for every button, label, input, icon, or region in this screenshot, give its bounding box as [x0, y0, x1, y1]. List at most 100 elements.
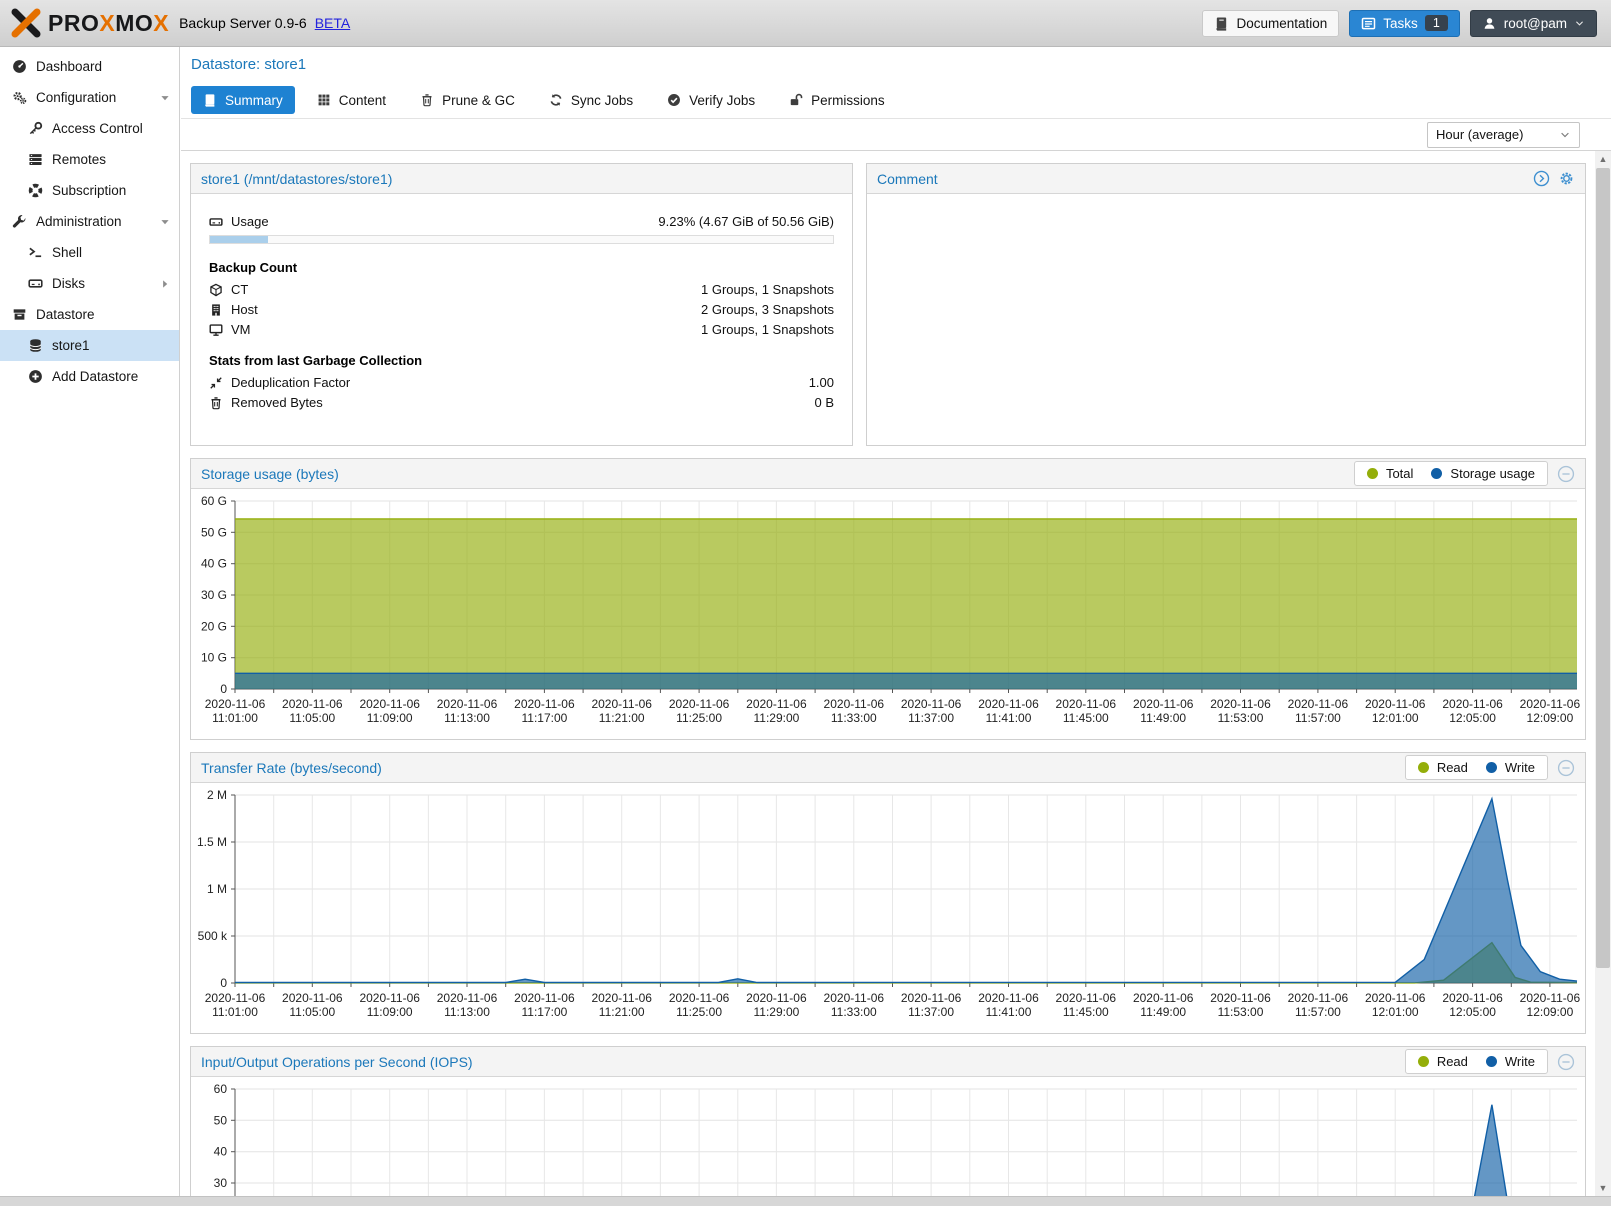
tasks-button[interactable]: Tasks 1: [1349, 9, 1460, 37]
scroll-down-arrow-icon[interactable]: ▼: [1598, 1183, 1608, 1193]
sync-icon: [549, 93, 563, 107]
legend-dot: [1417, 762, 1429, 773]
legend-dot: [1366, 468, 1378, 479]
gc-row-dedup: Deduplication Factor 1.00: [209, 375, 834, 390]
svg-text:11:29:00: 11:29:00: [753, 1005, 799, 1019]
svg-text:2020-11-06: 2020-11-06: [824, 697, 885, 711]
sidebar: Dashboard Configuration Access Control R…: [0, 47, 180, 1196]
brand-text: PROXMOX: [48, 9, 170, 36]
svg-text:11:57:00: 11:57:00: [1295, 1005, 1341, 1019]
chart-legend[interactable]: Total Storage usage: [1353, 461, 1548, 486]
svg-text:2020-11-06: 2020-11-06: [1056, 697, 1117, 711]
tab-permissions[interactable]: Permissions: [777, 86, 897, 114]
svg-text:12:01:00: 12:01:00: [1372, 711, 1419, 725]
svg-text:11:49:00: 11:49:00: [1140, 711, 1186, 725]
legend-item-total: Total: [1366, 466, 1413, 481]
gc-stats-title: Stats from last Garbage Collection: [209, 353, 423, 368]
chart-legend[interactable]: Read Write: [1404, 1049, 1548, 1074]
svg-text:11:05:00: 11:05:00: [289, 1005, 335, 1019]
legend-dot: [1485, 762, 1497, 773]
tab-content[interactable]: Content: [305, 86, 398, 114]
grid-icon: [317, 93, 331, 107]
sidebar-item-store1[interactable]: store1: [0, 330, 179, 361]
horizontal-scrollbar[interactable]: [0, 1196, 1611, 1206]
sidebar-item-shell[interactable]: Shell: [0, 237, 179, 268]
sidebar-item-dashboard[interactable]: Dashboard: [0, 51, 179, 82]
book-icon: [1214, 16, 1229, 31]
tab-verify-jobs[interactable]: Verify Jobs: [655, 86, 767, 114]
app-header: PROXMOX Backup Server 0.9-6 BETA Documen…: [0, 0, 1611, 47]
plus-circle-icon: [28, 369, 43, 384]
svg-text:11:09:00: 11:09:00: [367, 1005, 413, 1019]
sidebar-item-subscription[interactable]: Subscription: [0, 175, 179, 206]
svg-text:2020-11-06: 2020-11-06: [746, 991, 807, 1005]
servers-icon: [28, 152, 43, 167]
sidebar-item-disks[interactable]: Disks: [0, 268, 179, 299]
vertical-scrollbar[interactable]: ▲ ▼: [1595, 151, 1611, 1196]
trash-icon: [209, 396, 223, 410]
svg-text:2020-11-06: 2020-11-06: [669, 697, 730, 711]
svg-text:2020-11-06: 2020-11-06: [1288, 697, 1349, 711]
svg-text:11:13:00: 11:13:00: [444, 1005, 490, 1019]
tab-prune-gc[interactable]: Prune & GC: [408, 86, 527, 114]
main-content: Datastore: store1 Summary Content Prune …: [181, 47, 1611, 1206]
tab-sync-jobs[interactable]: Sync Jobs: [537, 86, 645, 114]
svg-text:11:45:00: 11:45:00: [1063, 1005, 1109, 1019]
gauge-icon: [12, 59, 27, 74]
svg-text:2020-11-06: 2020-11-06: [514, 991, 575, 1005]
svg-text:11:37:00: 11:37:00: [908, 1005, 954, 1019]
svg-text:2020-11-06: 2020-11-06: [282, 991, 343, 1005]
svg-text:30: 30: [214, 1176, 228, 1190]
sidebar-item-remotes[interactable]: Remotes: [0, 144, 179, 175]
svg-text:11:37:00: 11:37:00: [908, 711, 954, 725]
panel-title: Comment: [877, 170, 938, 187]
svg-text:11:17:00: 11:17:00: [521, 1005, 567, 1019]
sidebar-item-configuration[interactable]: Configuration: [0, 82, 179, 113]
expand-arrow-icon[interactable]: [159, 278, 171, 290]
scroll-up-arrow-icon[interactable]: ▲: [1598, 154, 1608, 164]
sidebar-item-datastore[interactable]: Datastore: [0, 299, 179, 330]
svg-text:500 k: 500 k: [198, 929, 228, 943]
gear-icon[interactable]: [1558, 170, 1575, 187]
svg-text:12:05:00: 12:05:00: [1449, 1005, 1496, 1019]
svg-text:12:05:00: 12:05:00: [1449, 711, 1496, 725]
legend-item-read: Read: [1417, 1054, 1468, 1069]
collapse-minus-icon[interactable]: [1557, 759, 1575, 777]
svg-text:50 G: 50 G: [201, 525, 227, 539]
svg-text:11:29:00: 11:29:00: [753, 711, 799, 725]
collapse-minus-icon[interactable]: [1557, 465, 1575, 483]
building-icon: [209, 303, 223, 317]
beta-link[interactable]: BETA: [314, 15, 351, 31]
svg-text:2020-11-06: 2020-11-06: [1442, 697, 1503, 711]
backup-row-ct: CT 1 Groups, 1 Snapshots: [209, 282, 834, 297]
svg-text:11:21:00: 11:21:00: [599, 1005, 645, 1019]
chart-legend[interactable]: Read Write: [1404, 755, 1548, 780]
documentation-button[interactable]: Documentation: [1202, 9, 1340, 37]
legend-item-write: Write: [1485, 760, 1535, 775]
sidebar-item-access-control[interactable]: Access Control: [0, 113, 179, 144]
unlock-icon: [789, 93, 803, 107]
svg-text:60 G: 60 G: [201, 494, 227, 508]
svg-text:2020-11-06: 2020-11-06: [591, 697, 652, 711]
sidebar-item-administration[interactable]: Administration: [0, 206, 179, 237]
svg-text:30 G: 30 G: [201, 588, 227, 602]
app-subtitle: Backup Server 0.9-6: [179, 15, 307, 31]
cube-icon: [209, 283, 223, 297]
user-menu-button[interactable]: root@pam: [1469, 9, 1597, 37]
svg-text:2020-11-06: 2020-11-06: [1210, 991, 1271, 1005]
svg-text:2020-11-06: 2020-11-06: [1133, 697, 1194, 711]
svg-text:11:01:00: 11:01:00: [212, 711, 258, 725]
svg-text:10 G: 10 G: [201, 651, 227, 665]
time-range-select[interactable]: Hour (average): [1427, 121, 1580, 148]
collapse-arrow-icon[interactable]: [159, 92, 171, 104]
tab-summary[interactable]: Summary: [191, 86, 295, 114]
collapse-minus-icon[interactable]: [1557, 1053, 1575, 1071]
scrollbar-thumb[interactable]: [1596, 168, 1610, 968]
chevron-right-circle-icon[interactable]: [1533, 170, 1550, 187]
key-icon: [28, 121, 43, 136]
svg-text:2020-11-06: 2020-11-06: [1365, 991, 1426, 1005]
sidebar-item-add-datastore[interactable]: Add Datastore: [0, 361, 179, 392]
collapse-arrow-icon[interactable]: [159, 216, 171, 228]
comment-content[interactable]: [867, 194, 1585, 214]
svg-text:50: 50: [214, 1113, 228, 1127]
